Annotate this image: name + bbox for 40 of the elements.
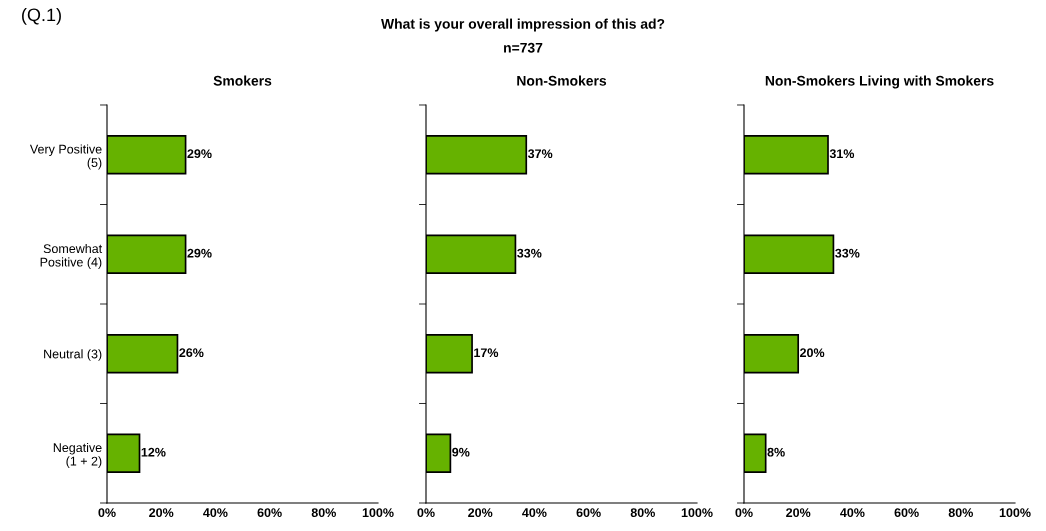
data-label: 37% [527, 149, 553, 159]
x-tick-label: 20% [149, 508, 174, 518]
data-label: 33% [835, 248, 860, 258]
x-tick-label: 60% [894, 508, 919, 518]
x-tick-label: 100% [362, 508, 394, 518]
data-label: 29% [187, 149, 212, 159]
data-label: 31% [829, 149, 855, 159]
text: What is your overall impression of this ad? [381, 18, 665, 32]
data-label: 20% [800, 348, 825, 358]
x-tick-label: 80% [948, 508, 973, 518]
x-tick-label: 80% [630, 508, 655, 518]
x-tick-label: 100% [681, 508, 713, 518]
y-tick-label: Neutral (3) [44, 349, 102, 361]
y-tick-label: Negative (1 + 2) [53, 442, 102, 469]
x-tick-label: 0% [417, 508, 435, 518]
data-label: 9% [452, 447, 470, 457]
data-label: 12% [141, 447, 166, 457]
y-tick-label: Very Positive (5) [29, 144, 102, 170]
y-tick-label: Somewhat Positive (4) [40, 243, 103, 270]
data-label: 33% [517, 248, 542, 258]
text: n=737 [504, 42, 543, 53]
x-tick-label: 100% [999, 508, 1031, 518]
chart-title: Smokers [213, 75, 272, 86]
x-tick-label: 40% [522, 508, 547, 518]
data-label: 29% [187, 248, 212, 258]
x-tick-label: 80% [311, 508, 336, 518]
data-label: 26% [179, 348, 204, 358]
x-tick-label: 0% [735, 508, 753, 518]
x-tick-label: 20% [468, 508, 493, 518]
x-tick-label: 60% [576, 508, 601, 518]
x-tick-label: 0% [98, 508, 116, 518]
x-tick-label: 60% [257, 508, 282, 518]
x-tick-label: 40% [840, 508, 865, 518]
chart-title: Non-Smokers Living with Smokers [765, 75, 994, 89]
data-label: 17% [474, 348, 499, 358]
chart-title: Non-Smokers [517, 75, 607, 86]
text: (Q.1) [22, 7, 61, 25]
x-tick-label: 40% [203, 508, 228, 518]
data-label: 8% [767, 447, 785, 457]
x-tick-label: 20% [786, 508, 811, 518]
